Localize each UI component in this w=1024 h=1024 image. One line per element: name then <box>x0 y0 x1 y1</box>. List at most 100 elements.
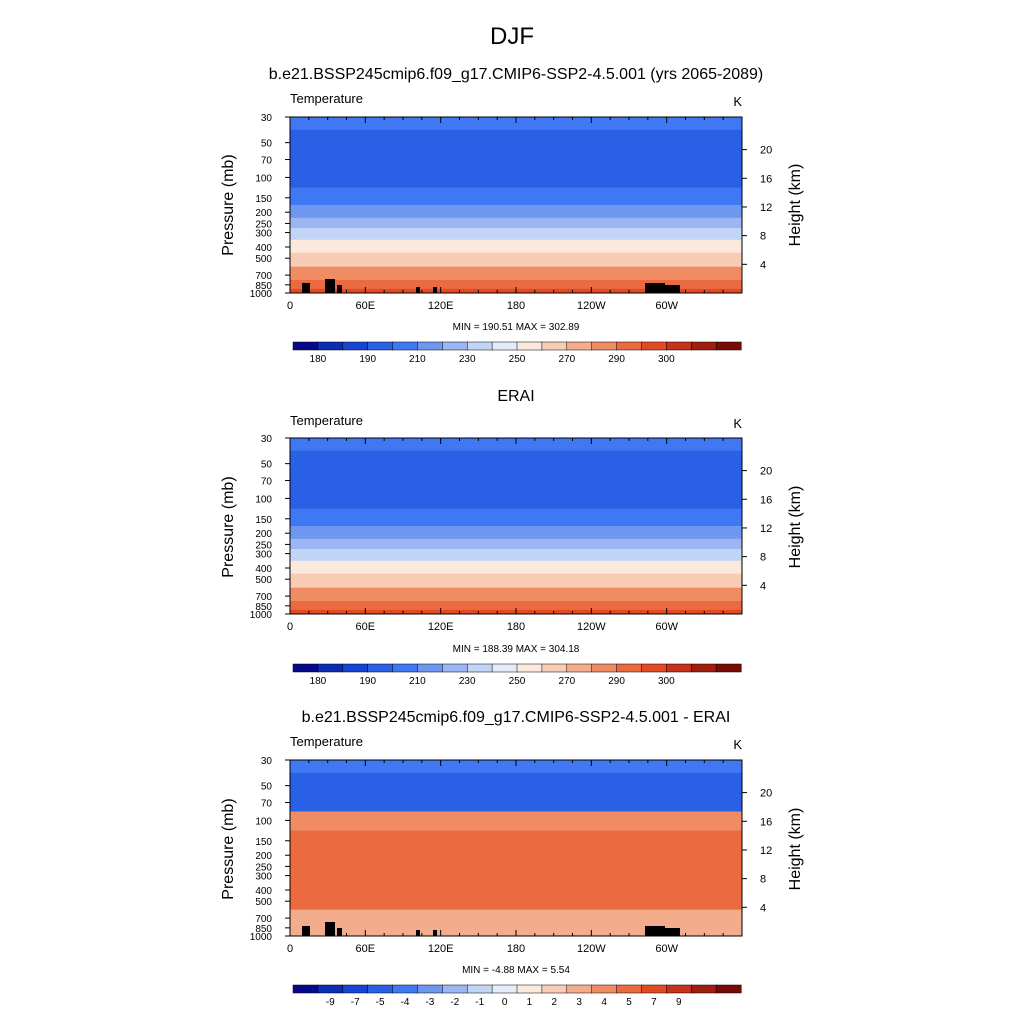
colorbar-swatch <box>367 341 394 351</box>
y-right-tick-label: 20 <box>760 788 772 800</box>
colorbar-swatch <box>317 663 344 673</box>
y-tick-label: 850 <box>255 924 272 935</box>
x-tick-label: 0 <box>287 943 293 955</box>
panel-2-ylabel: Pressure (mb) <box>220 476 237 577</box>
y-right-tick-label: 20 <box>760 466 772 478</box>
y-tick-label: 400 <box>255 886 272 897</box>
terrain-block <box>645 283 665 293</box>
y-tick-label: 400 <box>255 564 272 575</box>
contour-band <box>290 538 742 550</box>
panel-2: ERAI Temperature K 0 60E 120E 180 120W 60W 30 5… <box>220 388 804 687</box>
contour-band <box>290 526 742 540</box>
colorbar-swatch <box>641 984 667 994</box>
colorbar-swatch <box>641 341 667 351</box>
figure-title: DJF <box>490 23 534 50</box>
colorbar-swatch <box>690 341 717 351</box>
colorbar-swatch <box>541 663 568 673</box>
colorbar-swatch <box>367 984 394 994</box>
y-right-tick-label: 12 <box>760 523 772 535</box>
colorbar-swatch <box>566 663 593 673</box>
colorbar-swatch <box>466 663 493 673</box>
colorbar-swatch <box>591 984 618 994</box>
colorbar-label: 250 <box>509 354 526 365</box>
y-right-tick-label: 4 <box>760 259 766 271</box>
panel-1-ylabel: Pressure (mb) <box>220 154 237 255</box>
panel-3-stats: MIN = -4.88 MAX = 5.54 <box>462 965 570 976</box>
y-tick-label: 70 <box>261 799 273 810</box>
colorbar-swatch <box>417 984 443 994</box>
colorbar-label: -5 <box>376 997 385 1008</box>
colorbar-swatch <box>690 984 717 994</box>
colorbar-swatch <box>466 984 493 994</box>
colorbar-swatch <box>417 663 443 673</box>
colorbar-label: -3 <box>425 997 434 1008</box>
y-right-tick-label: 20 <box>760 145 772 157</box>
colorbar-swatch <box>616 341 642 351</box>
colorbar-swatch <box>541 341 568 351</box>
panel-1-colorbar: 180 190 210 230 250 270 290 300 <box>292 341 742 365</box>
colorbar-swatch <box>317 341 344 351</box>
panel-1-stats: MIN = 190.51 MAX = 302.89 <box>453 322 580 333</box>
colorbar-swatch <box>491 341 518 351</box>
colorbar-swatch <box>292 663 319 673</box>
y-tick-label: 150 <box>255 515 272 526</box>
colorbar-swatch <box>466 341 493 351</box>
contour-band <box>290 848 742 862</box>
colorbar-swatch <box>317 984 344 994</box>
contour-band <box>290 860 742 872</box>
panel-3-colorbar: -9 -7 -5 -4 -3 -2 -1 0 1 2 3 4 5 7 9 <box>292 984 742 1008</box>
y-right-tick-label: 8 <box>760 231 766 243</box>
colorbar-swatch <box>715 663 742 673</box>
y-tick-label: 400 <box>255 243 272 254</box>
contour-band <box>290 217 742 229</box>
colorbar-swatch <box>715 984 742 994</box>
terrain-block <box>325 279 335 293</box>
y-tick-label: 50 <box>261 460 273 471</box>
colorbar-swatch <box>342 341 369 351</box>
colorbar-swatch <box>392 341 418 351</box>
colorbar-swatch <box>442 984 468 994</box>
y-tick-label: 100 <box>255 816 272 827</box>
colorbar-label: -7 <box>351 997 360 1008</box>
colorbar-swatch <box>566 984 593 994</box>
terrain-block <box>416 930 420 936</box>
colorbar-label: 210 <box>409 676 426 687</box>
y-tick-label: 1000 <box>250 289 273 300</box>
panel-2-title: ERAI <box>497 388 534 405</box>
panel-2-variable: Temperature <box>290 413 363 428</box>
colorbar-label: 270 <box>558 676 575 687</box>
colorbar-swatch <box>491 984 518 994</box>
panel-2-colorbar: 180 190 210 230 250 270 290 300 <box>292 663 742 687</box>
colorbar-swatch <box>641 663 667 673</box>
terrain-block <box>337 928 342 936</box>
colorbar-label: 270 <box>558 354 575 365</box>
contour-band <box>290 280 742 290</box>
contour-band <box>290 151 742 169</box>
colorbar-label: 300 <box>658 354 675 365</box>
terrain-block <box>664 928 680 936</box>
x-tick-label: 60W <box>655 300 678 312</box>
y-tick-label: 250 <box>255 219 272 230</box>
colorbar-label: 210 <box>409 354 426 365</box>
y-tick-label: 200 <box>255 208 272 219</box>
y-tick-label: 250 <box>255 862 272 873</box>
y-tick-label: 250 <box>255 540 272 551</box>
colorbar-label: 180 <box>310 676 327 687</box>
colorbar-label: 4 <box>601 997 607 1008</box>
colorbar-label: 0 <box>502 997 508 1008</box>
contour-band <box>290 239 742 254</box>
terrain-block <box>664 285 680 293</box>
y-right-tick-label: 12 <box>760 202 772 214</box>
colorbar-swatch <box>516 984 543 994</box>
colorbar-swatch <box>292 984 319 994</box>
y-tick-label: 100 <box>255 173 272 184</box>
y-tick-label: 300 <box>255 872 272 883</box>
contour-band <box>290 811 742 832</box>
panel-1-ylabel-right: Height (km) <box>787 164 804 247</box>
terrain-block <box>325 922 335 936</box>
contour-band <box>290 129 742 152</box>
colorbar-label: 290 <box>608 676 625 687</box>
colorbar-swatch <box>666 984 692 994</box>
